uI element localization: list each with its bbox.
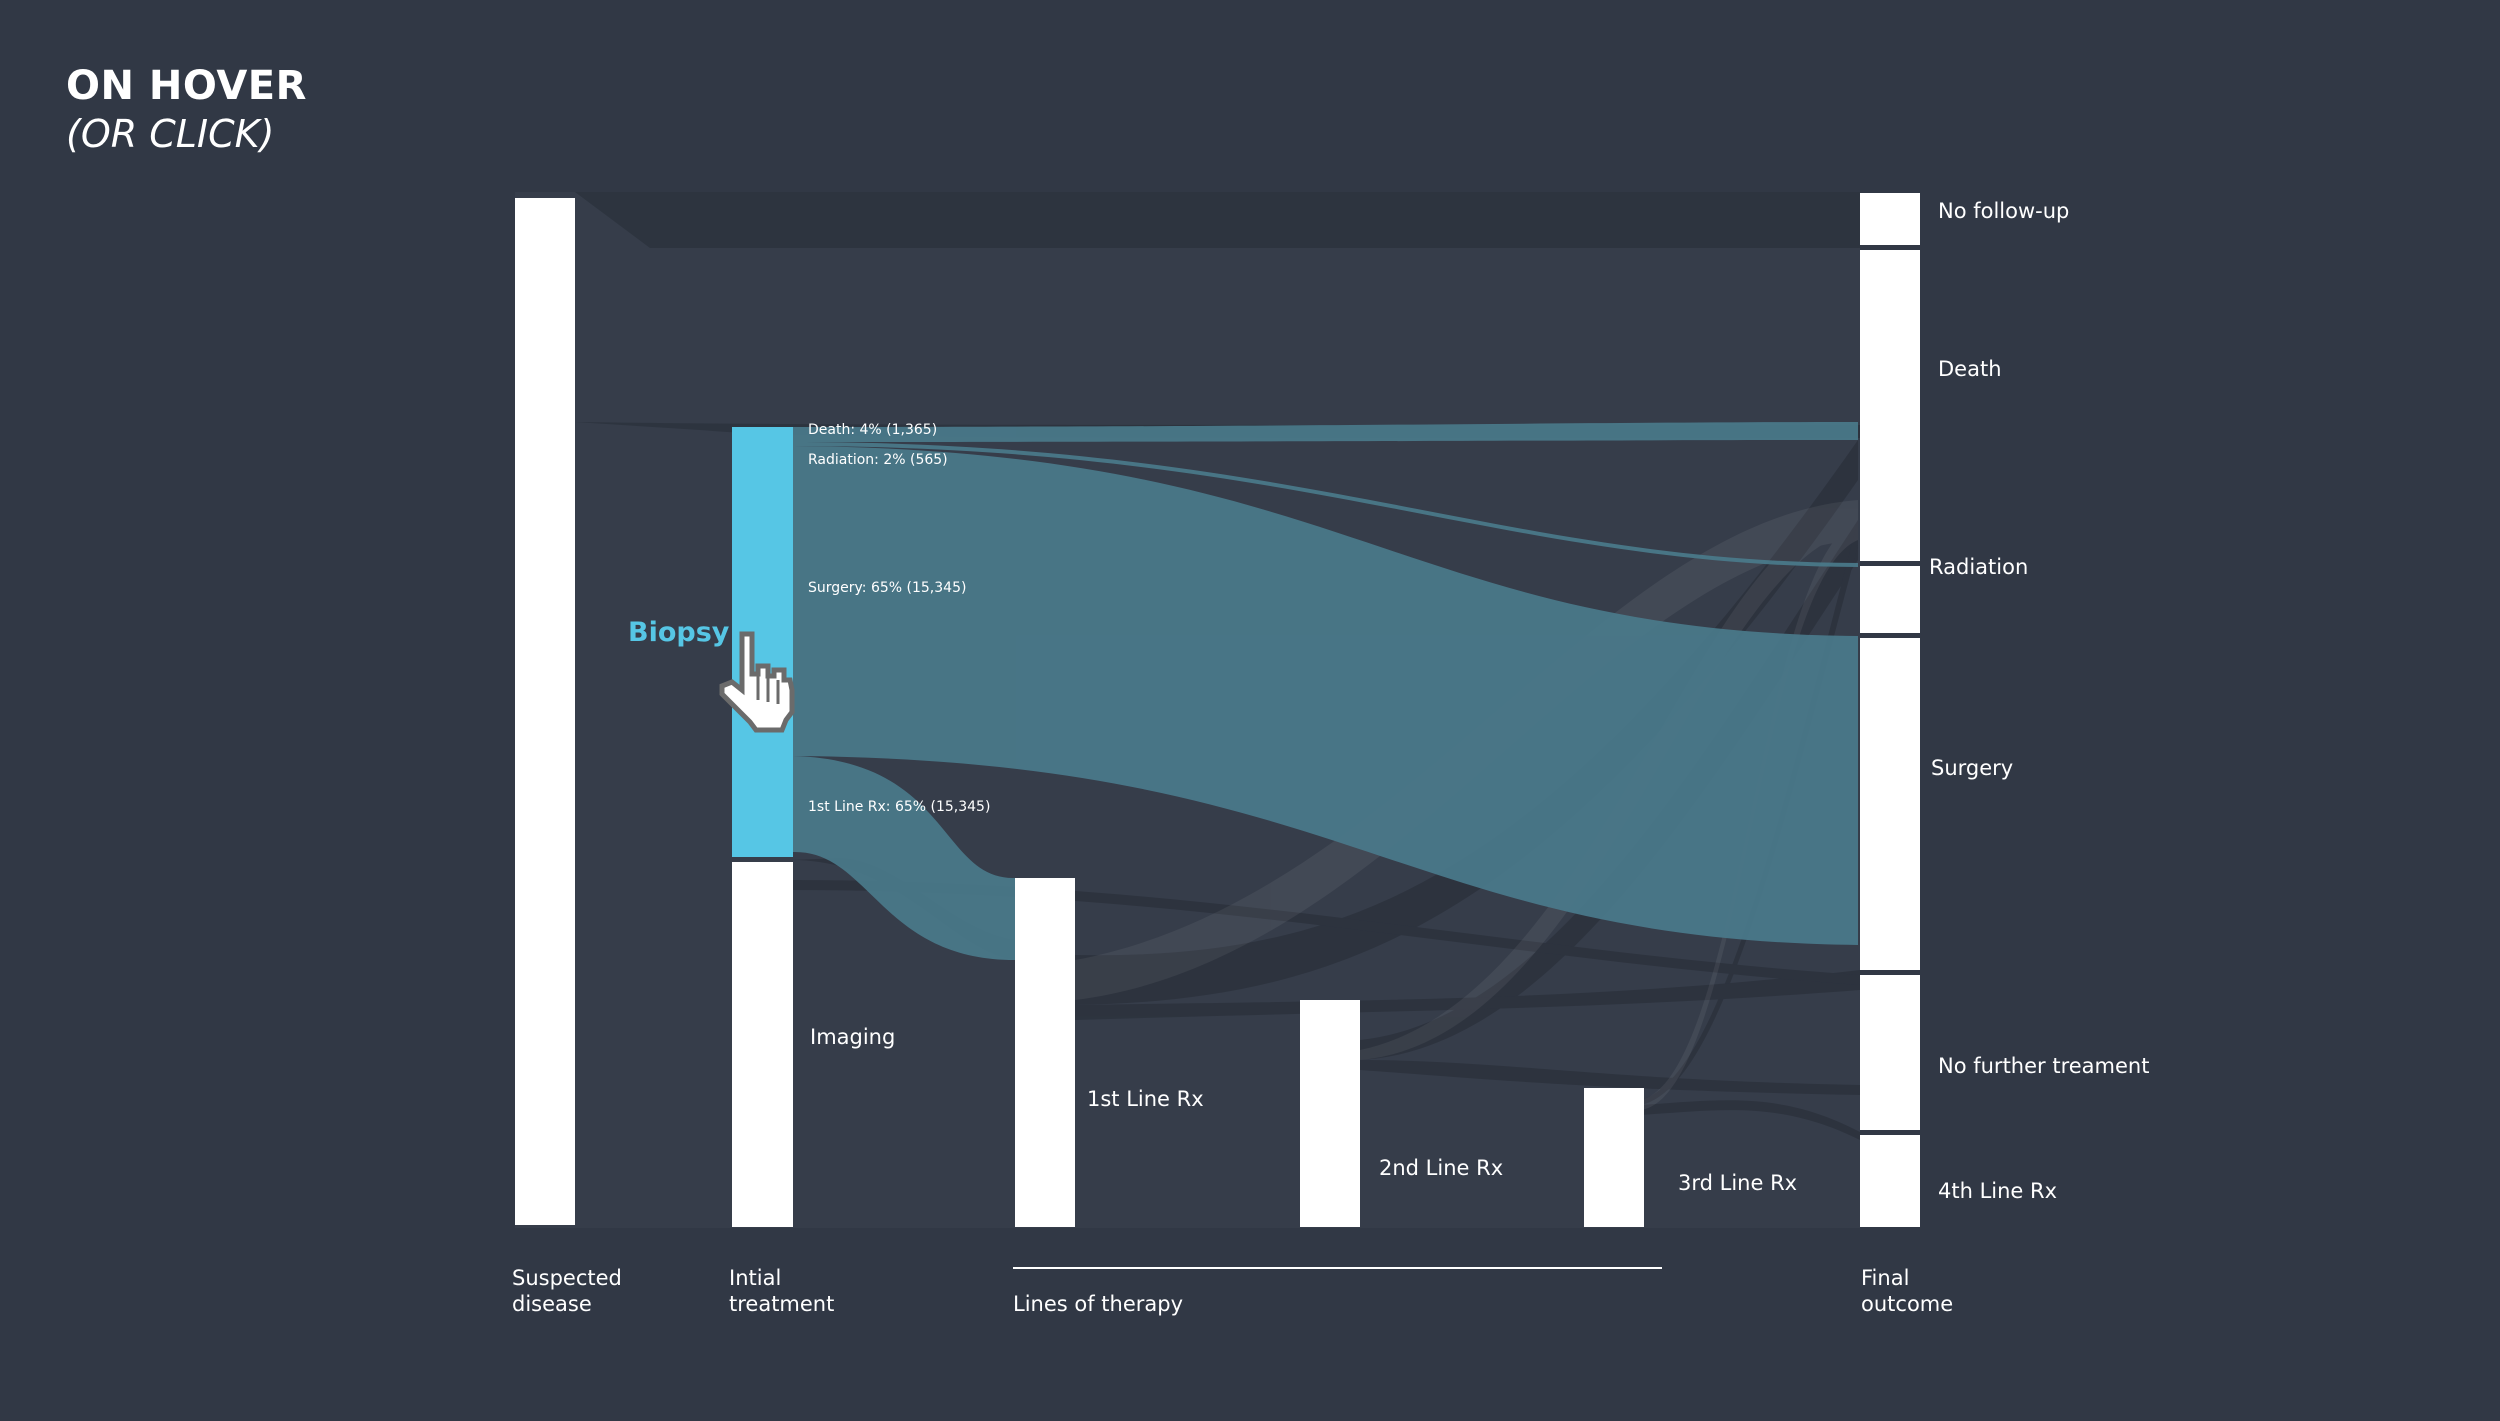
biopsy-label: Biopsy — [628, 617, 730, 648]
radiation-label: Radiation — [1929, 555, 2028, 579]
flow-biopsy-death[interactable] — [793, 422, 1858, 442]
flow-biopsy-surgery[interactable] — [793, 446, 1858, 945]
page-heading: ON HOVER (OR CLICK) — [66, 62, 307, 158]
flow-label-death: Death: 4% (1,365) — [808, 422, 937, 438]
flow-label-surgery: Surgery: 65% (15,345) — [808, 580, 966, 596]
no-further-label: No further treament — [1938, 1054, 2149, 1078]
node-radiation[interactable] — [1860, 566, 1920, 633]
node-no-further[interactable] — [1860, 975, 1920, 1130]
column-label-initial-line2: treatment — [729, 1292, 834, 1316]
column-label-final-line2: outcome — [1861, 1292, 1953, 1316]
first-line-label: 1st Line Rx — [1087, 1087, 1204, 1111]
column-label-therapy: Lines of therapy — [1013, 1292, 1183, 1316]
no-follow-up-label: No follow-up — [1938, 199, 2069, 223]
page-subtitle: (OR CLICK) — [66, 112, 275, 156]
hand-pointer-icon — [719, 631, 795, 733]
node-fourth-line[interactable] — [1860, 1135, 1920, 1227]
node-no-follow-up[interactable] — [1860, 193, 1920, 245]
second-line-label: 2nd Line Rx — [1379, 1156, 1503, 1180]
column-label-final-line1: Final — [1861, 1266, 1909, 1290]
column-label-final: Final outcome — [1861, 1266, 1953, 1316]
column-label-initial: Intial treatment — [729, 1266, 834, 1316]
surgery-label: Surgery — [1931, 756, 2013, 780]
flow-label-radiation: Radiation: 2% (565) — [808, 452, 948, 468]
node-death[interactable] — [1860, 250, 1920, 561]
node-suspected-disease[interactable] — [515, 198, 575, 1225]
node-third-line[interactable] — [1584, 1088, 1644, 1227]
node-first-line[interactable] — [1015, 878, 1075, 1227]
column-label-suspected-line2: disease — [512, 1292, 592, 1316]
flow-biopsy-first-line[interactable] — [793, 756, 1015, 960]
flow-label-first-line: 1st Line Rx: 65% (15,345) — [808, 799, 990, 815]
node-second-line[interactable] — [1300, 1000, 1360, 1227]
third-line-label: 3rd Line Rx — [1678, 1171, 1797, 1195]
node-surgery[interactable] — [1860, 638, 1920, 970]
death-label: Death — [1938, 357, 2002, 381]
highlight-flows — [793, 422, 1858, 960]
node-imaging[interactable] — [732, 862, 793, 1227]
column-label-suspected: Suspected disease — [512, 1266, 629, 1316]
fourth-line-label: 4th Line Rx — [1938, 1179, 2057, 1203]
column-label-suspected-line1: Suspected — [512, 1266, 622, 1290]
imaging-label: Imaging — [810, 1025, 895, 1049]
column-label-initial-line1: Intial — [729, 1266, 781, 1290]
page-title: ON HOVER — [66, 63, 307, 109]
